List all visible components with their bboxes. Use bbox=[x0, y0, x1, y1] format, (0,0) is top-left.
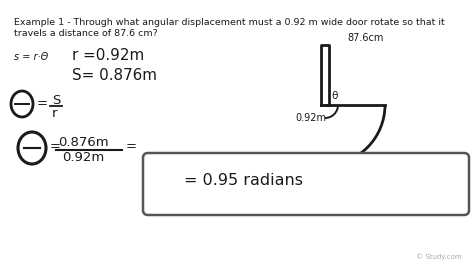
Text: r =0.92m: r =0.92m bbox=[72, 48, 144, 63]
Text: =: = bbox=[50, 140, 61, 153]
Text: Example 1 - Through what angular displacement must a 0.92 m wide door rotate so : Example 1 - Through what angular displac… bbox=[14, 18, 445, 27]
Text: 87.6cm: 87.6cm bbox=[347, 33, 383, 43]
Text: s = r·Θ: s = r·Θ bbox=[14, 52, 48, 62]
Text: 0.92m: 0.92m bbox=[62, 151, 104, 164]
Polygon shape bbox=[321, 45, 329, 105]
Text: © Study.com: © Study.com bbox=[416, 253, 462, 260]
Text: 0.92m: 0.92m bbox=[295, 113, 326, 123]
Text: = 0.95 radians: = 0.95 radians bbox=[184, 173, 303, 188]
Text: =: = bbox=[126, 140, 137, 153]
Text: travels a distance of 87.6 cm?: travels a distance of 87.6 cm? bbox=[14, 29, 158, 38]
Text: =: = bbox=[37, 97, 48, 110]
FancyBboxPatch shape bbox=[143, 153, 469, 215]
Text: S: S bbox=[52, 94, 60, 107]
Text: r: r bbox=[52, 107, 57, 120]
Text: 0.876m: 0.876m bbox=[58, 136, 109, 149]
Text: θ: θ bbox=[331, 91, 337, 101]
Text: S= 0.876m: S= 0.876m bbox=[72, 68, 157, 83]
